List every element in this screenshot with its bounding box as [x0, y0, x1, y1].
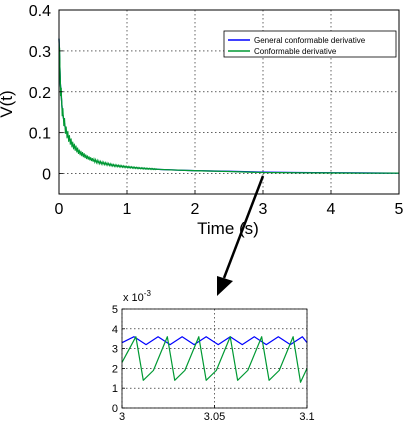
- legend: General conformable derivative Conformab…: [223, 30, 397, 58]
- main-tick-labels: 0 1 2 3 4 5 0 0.1 0.2 0.3 0.4: [29, 3, 404, 218]
- main-y-tick-label: 0: [42, 167, 51, 184]
- main-y-tick-label: 0.1: [29, 126, 51, 143]
- inset-ticks: [121, 308, 308, 409]
- main-x-tick-label: 0: [55, 201, 64, 218]
- main-y-tick-label: 0.3: [29, 44, 51, 61]
- inset-series: [121, 336, 308, 383]
- main-ticks: [58, 9, 400, 194]
- inset-series-line-1: [121, 336, 308, 383]
- main-x-tick-label: 5: [395, 201, 404, 218]
- main-y-tick-label: 0.2: [29, 85, 51, 102]
- main-plot-frame: [58, 9, 400, 195]
- main-x-tick-label: 3: [259, 201, 268, 218]
- inset-y-tick-label: 0: [112, 403, 118, 415]
- inset-chart: 3 3.05 3.1 0 1 2 3 4 5 x 10-3: [112, 289, 315, 422]
- inset-y-tick-label: 3: [112, 344, 118, 356]
- main-series-noise-band: [59, 47, 158, 171]
- inset-x-tick-label: 3.1: [299, 411, 314, 422]
- main-chart: 0 1 2 3 4 5 0 0.1 0.2 0.3 0.4 Time (s) V(t) Genera…: [0, 3, 404, 238]
- inset-y-multiplier: x 10-3: [123, 289, 151, 304]
- legend-label-conformable: Conformable derivative: [254, 47, 337, 56]
- main-x-tick-label: 4: [327, 201, 336, 218]
- inset-y-tick-label: 5: [112, 304, 118, 316]
- inset-y-tick-label: 2: [112, 363, 118, 375]
- inset-y-tick-label: 4: [112, 324, 118, 336]
- inset-y-tick-label: 1: [112, 383, 118, 395]
- main-x-axis-label: Time (s): [197, 219, 259, 238]
- main-y-tick-label: 0.4: [29, 3, 51, 20]
- main-series: [58, 38, 400, 174]
- main-y-axis-label: V(t): [0, 90, 16, 117]
- zoom-arrow: [217, 175, 265, 296]
- inset-series-line-0: [121, 336, 308, 346]
- legend-box: [223, 30, 397, 58]
- main-x-tick-label: 2: [191, 201, 200, 218]
- legend-label-general: General conformable derivative: [254, 36, 366, 45]
- inset-x-tick-label: 3.05: [204, 411, 225, 422]
- inset-x-tick-label: 3: [119, 411, 125, 422]
- main-x-tick-label: 1: [123, 201, 132, 218]
- inset-tick-labels: 3 3.05 3.1 0 1 2 3 4 5: [112, 304, 315, 422]
